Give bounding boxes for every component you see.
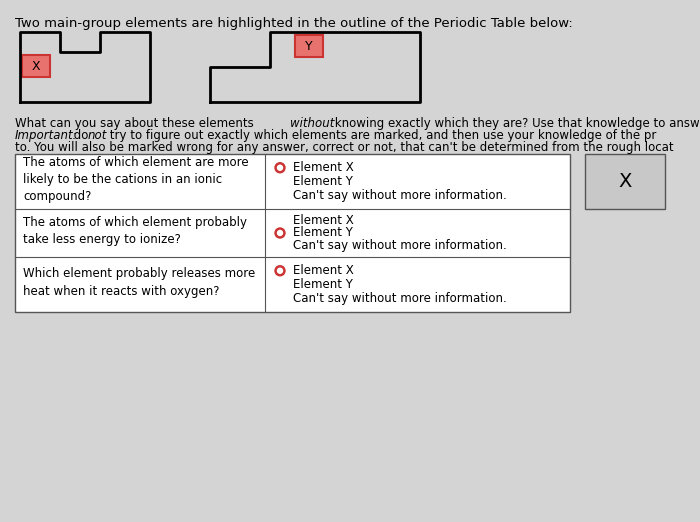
Text: What can you say about these elements: What can you say about these elements (15, 117, 258, 130)
Circle shape (275, 266, 285, 276)
Text: without: without (290, 117, 335, 130)
Text: Element X: Element X (293, 161, 354, 174)
Text: Element X: Element X (293, 264, 354, 277)
Text: Y: Y (305, 40, 313, 53)
Text: try to figure out exactly which elements are marked, and then use your knowledge: try to figure out exactly which elements… (106, 129, 657, 142)
Text: Which element probably releases more
heat when it reacts with oxygen?: Which element probably releases more hea… (23, 267, 255, 298)
Text: The atoms of which element are more
likely to be the cations in an ionic
compoun: The atoms of which element are more like… (23, 156, 248, 203)
Text: Can't say without more information.: Can't say without more information. (293, 292, 507, 305)
Circle shape (277, 231, 283, 235)
Text: X: X (32, 60, 41, 73)
FancyBboxPatch shape (22, 55, 50, 77)
Text: Can't say without more information.: Can't say without more information. (293, 239, 507, 252)
Text: knowing exactly which they are? Use that knowledge to answe: knowing exactly which they are? Use that… (331, 117, 700, 130)
Circle shape (277, 268, 283, 273)
Text: Can't say without more information.: Can't say without more information. (293, 189, 507, 201)
Text: Element Y: Element Y (293, 227, 353, 240)
Circle shape (275, 228, 285, 238)
Circle shape (277, 165, 283, 170)
Bar (15, 154, 570, 312)
Text: Important:: Important: (15, 129, 78, 142)
Text: to. You will also be marked wrong for any answer, correct or not, that can't be : to. You will also be marked wrong for an… (15, 141, 673, 154)
FancyBboxPatch shape (295, 35, 323, 57)
Circle shape (275, 163, 285, 173)
Text: Two main-group elements are highlighted in the outline of the Periodic Table bel: Two main-group elements are highlighted … (15, 17, 573, 30)
Text: Element X: Element X (293, 215, 354, 228)
Text: do: do (70, 129, 92, 142)
Text: X: X (618, 172, 631, 191)
Text: Element Y: Element Y (293, 278, 353, 291)
Text: not: not (88, 129, 107, 142)
Text: Element Y: Element Y (293, 175, 353, 188)
Text: The atoms of which element probably
take less energy to ionize?: The atoms of which element probably take… (23, 216, 247, 246)
Bar (585, 154, 665, 209)
